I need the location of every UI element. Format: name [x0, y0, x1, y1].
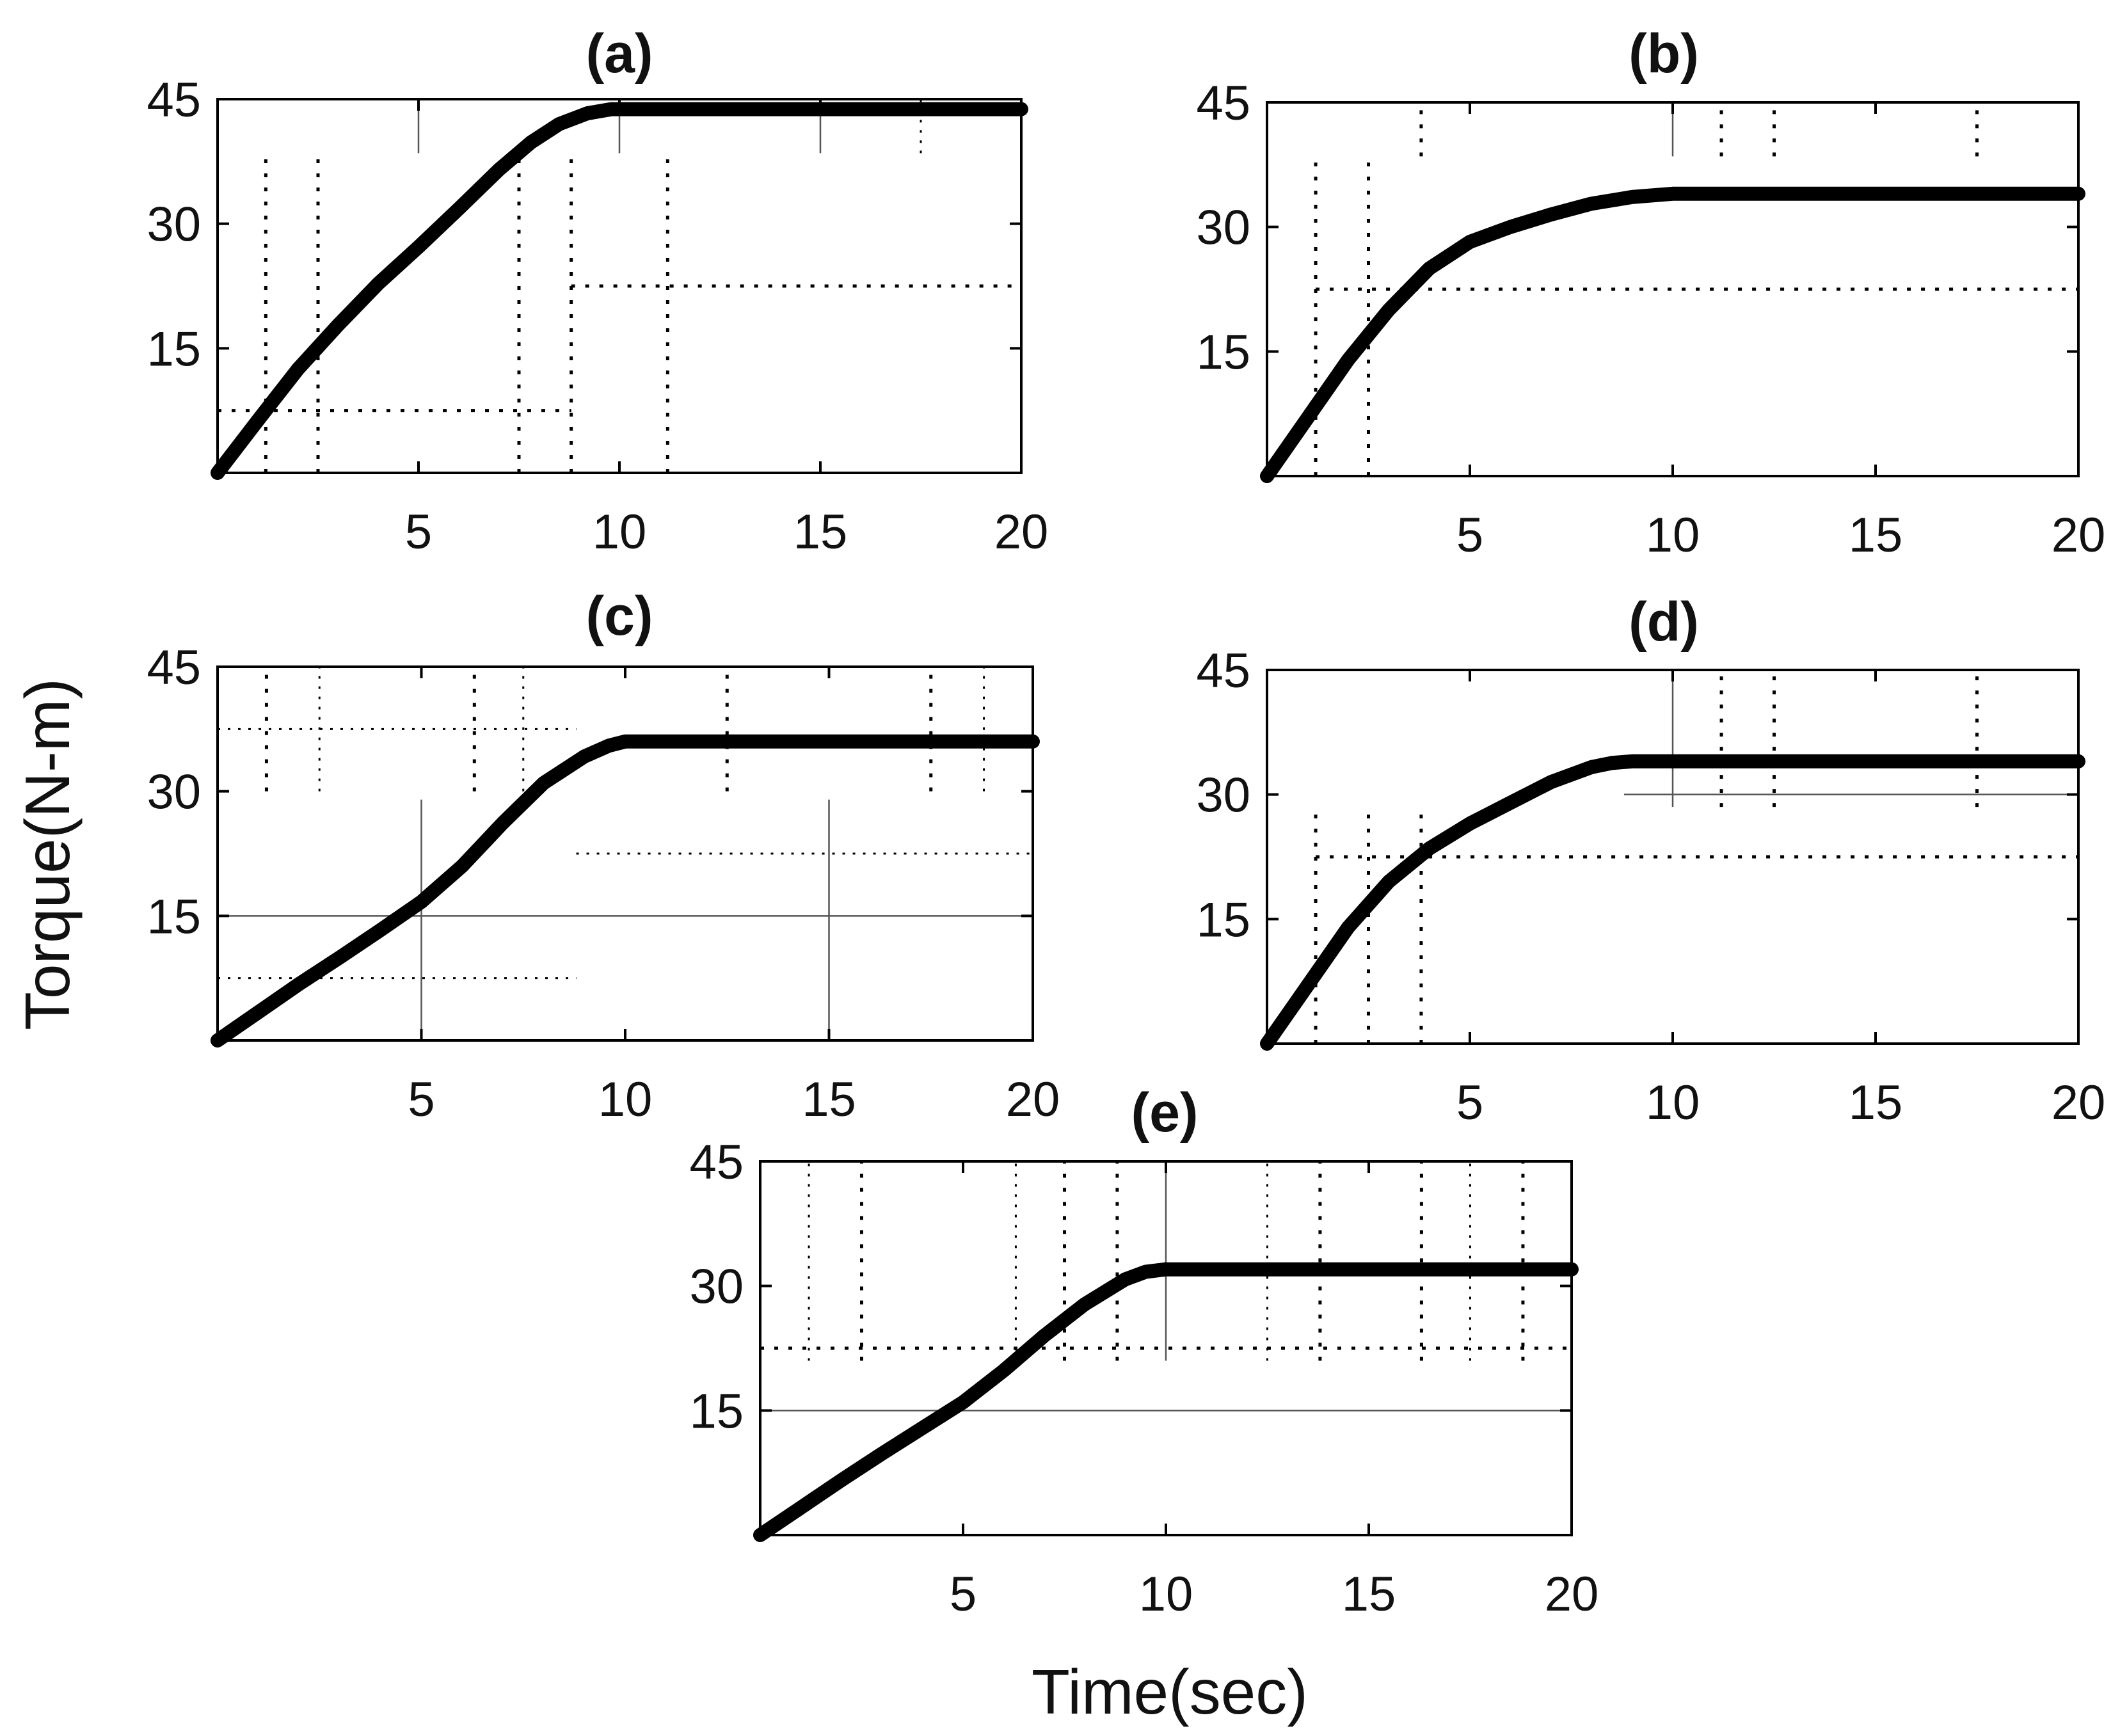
panel-c-torque-line	[211, 734, 1040, 1047]
panel-b-x-tick-label: 10	[1646, 508, 1700, 562]
panel-b-title: (b)	[1629, 23, 1699, 84]
panel-b-ticks	[1267, 101, 2080, 476]
panel-e-reference-lines	[760, 1161, 1572, 1412]
panel-e-y-tick-label: 30	[689, 1260, 744, 1314]
panel-b-y-tick-label: 30	[1196, 201, 1250, 255]
panel-e-y-tick-label: 45	[689, 1135, 744, 1190]
panel-c-y-tick-label: 15	[147, 889, 201, 944]
panel-e-y-tick-labels: 15 30 45	[689, 1135, 744, 1438]
panel-b-x-tick-labels: 5 10 15 20	[1456, 508, 2105, 562]
panel-a-y-tick-label: 30	[147, 198, 201, 252]
panel-d-title: (d)	[1629, 591, 1699, 653]
panel-a-title: (a)	[586, 23, 653, 84]
panel-d-x-tick-labels: 5 10 15 20	[1456, 1076, 2105, 1130]
panel-e-x-tick-labels: 5 10 15 20	[950, 1567, 1598, 1621]
panel-e-x-tick-label: 20	[1545, 1567, 1599, 1621]
panel-d-reference-lines	[1314, 670, 2078, 1044]
panel-a-x-tick-label: 20	[994, 505, 1049, 559]
panel-d-y-tick-label: 45	[1196, 644, 1250, 698]
panel-a-ticks	[218, 98, 1023, 473]
panel-b-x-tick-label: 20	[2052, 508, 2106, 562]
panel-b-x-tick-label: 15	[1849, 508, 1903, 562]
panel-a-torque-line	[211, 102, 1028, 480]
panel-a-y-tick-labels: 15 30 45	[147, 73, 201, 376]
panel-d-ticks	[1267, 669, 2080, 1044]
panel-b-reference-lines	[1314, 102, 2078, 476]
panel-c-x-tick-label: 20	[1006, 1072, 1060, 1127]
panel-b-x-tick-label: 5	[1456, 508, 1483, 562]
panel-c-ticks	[218, 665, 1034, 1040]
panel-a-x-tick-labels: 5 10 15 20	[405, 505, 1048, 559]
panel-d-y-tick-label: 15	[1196, 893, 1250, 947]
panel-c-x-tick-labels: 5 10 15 20	[408, 1072, 1060, 1127]
panel-c: (c) 5 10 15 20 15 30 45	[147, 585, 1060, 1127]
y-axis-title: Torque(N-m)	[12, 678, 83, 1030]
panel-c-y-tick-label: 45	[147, 641, 201, 695]
panel-d-x-tick-label: 15	[1849, 1076, 1903, 1130]
panel-d-x-tick-label: 10	[1646, 1076, 1700, 1130]
panel-a-x-tick-label: 5	[405, 505, 432, 559]
panel-c-y-tick-label: 30	[147, 765, 201, 820]
panel-e-ticks	[760, 1160, 1573, 1535]
panel-e-title: (e)	[1131, 1082, 1198, 1143]
panel-c-y-tick-labels: 15 30 45	[147, 641, 201, 944]
panel-c-x-tick-label: 10	[598, 1072, 653, 1127]
panel-a-reference-lines	[218, 99, 1021, 473]
panel-e-x-tick-label: 10	[1139, 1567, 1193, 1621]
panel-b-torque-line	[1260, 186, 2085, 483]
panel-b-y-tick-labels: 15 30 45	[1196, 76, 1250, 379]
panel-b: (b) 5 10 15 20 15 30 45	[1196, 23, 2105, 562]
panel-e-x-tick-label: 5	[950, 1567, 976, 1621]
panel-b-y-tick-label: 45	[1196, 76, 1250, 131]
panel-a-y-tick-label: 15	[147, 322, 201, 376]
panel-d-x-tick-label: 5	[1456, 1076, 1483, 1130]
panel-c-axes-frame	[216, 665, 1034, 1042]
panel-b-y-tick-label: 15	[1196, 325, 1250, 379]
panel-e-y-tick-label: 15	[689, 1384, 744, 1438]
panel-a-y-tick-label: 45	[147, 73, 201, 127]
panel-a-x-tick-label: 10	[593, 505, 647, 559]
panel-a-axes-frame	[216, 98, 1023, 474]
panel-a: (a) 5 10 15 20 15 30 45	[147, 23, 1048, 559]
panel-d-x-tick-label: 20	[2052, 1076, 2106, 1130]
panel-a-x-tick-label: 15	[793, 505, 848, 559]
panel-d: (d) 5 10 15 20 15 30 45	[1196, 591, 2105, 1130]
x-axis-title: Time(sec)	[1032, 1657, 1308, 1727]
panel-e-x-tick-label: 15	[1342, 1567, 1396, 1621]
panel-c-reference-lines	[218, 667, 1033, 1040]
panel-d-y-tick-labels: 15 30 45	[1196, 644, 1250, 947]
panel-c-x-tick-label: 15	[802, 1072, 856, 1127]
panel-c-title: (c)	[586, 585, 653, 647]
panel-d-y-tick-label: 30	[1196, 768, 1250, 823]
panel-e-torque-line	[753, 1262, 1579, 1542]
panel-c-x-tick-label: 5	[408, 1072, 434, 1127]
panel-d-torque-line	[1260, 754, 2085, 1051]
panel-e: (e) 5 10 15 20 15 30 45	[689, 1082, 1598, 1621]
